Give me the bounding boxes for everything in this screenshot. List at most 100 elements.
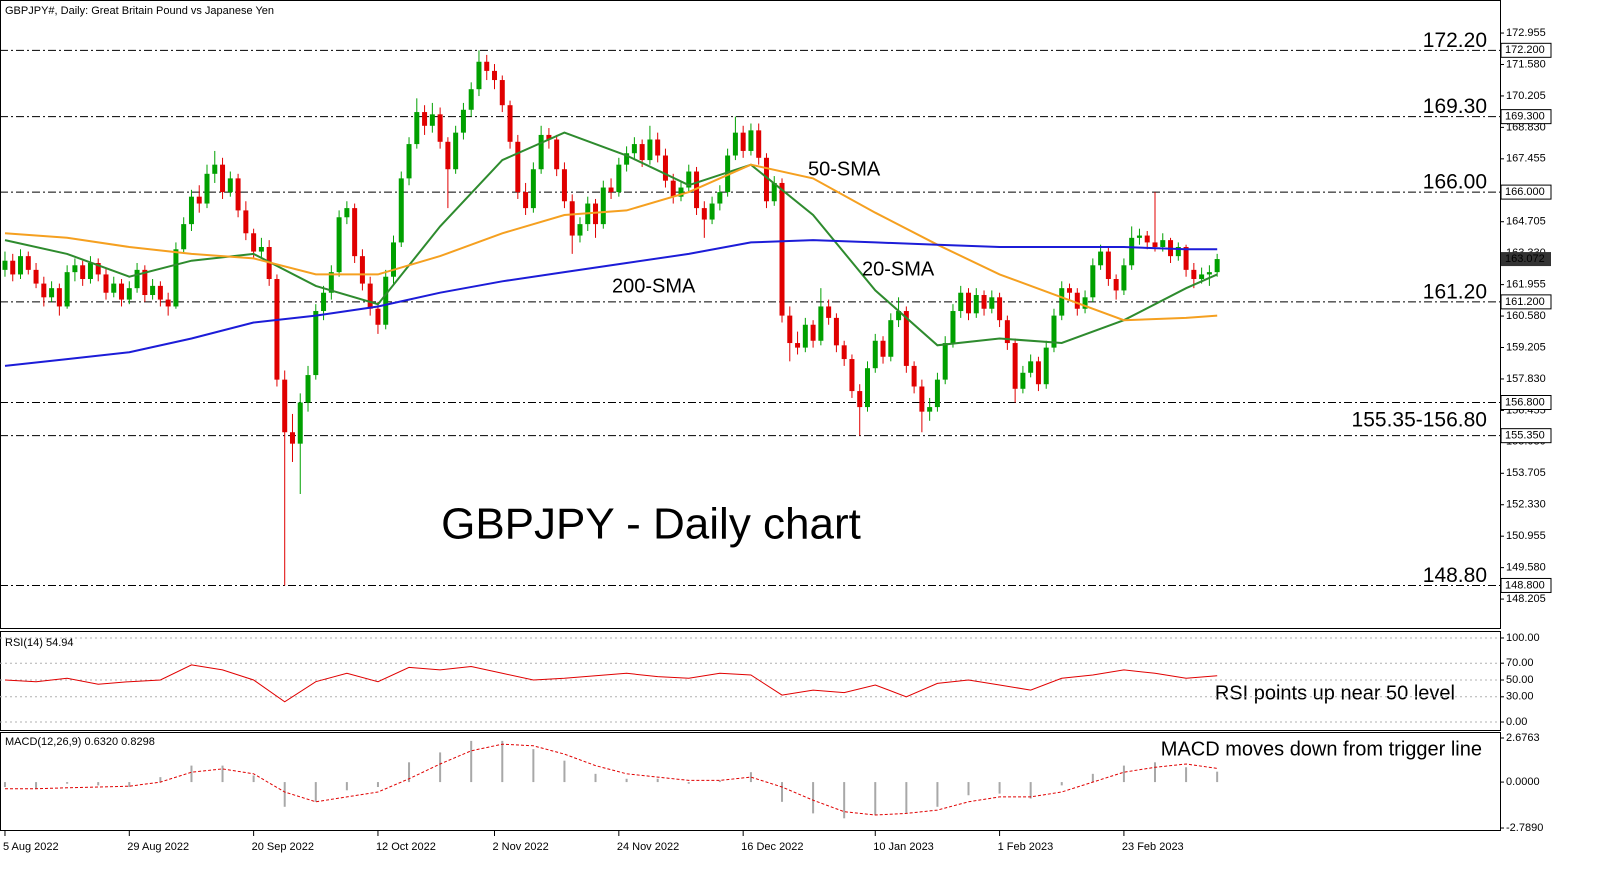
candle-body (1136, 235, 1142, 238)
candle-body (561, 169, 567, 202)
x-tick-label: 10 Jan 2023 (873, 841, 934, 853)
histogram-bar (1153, 762, 1156, 783)
last-price-box (1501, 252, 1551, 267)
candle-body (25, 256, 31, 270)
candle-body (771, 182, 777, 202)
ma-label: 200-SMA (612, 275, 696, 297)
candle-body (336, 217, 342, 273)
level-box (1500, 184, 1552, 200)
candle-body (150, 285, 156, 296)
candle-body (593, 203, 599, 225)
y-tick-label: 2.6763 (1506, 732, 1540, 744)
main-panel (0, 0, 1501, 629)
candle-body (795, 343, 801, 348)
candle-body (375, 308, 381, 325)
candle-body (414, 112, 420, 145)
y-tick-label: 149.580 (1506, 562, 1546, 574)
histogram-bar (470, 740, 473, 783)
level-box (1500, 42, 1552, 58)
y-tick-label: 160.580 (1506, 310, 1546, 322)
candle-body (1152, 242, 1158, 247)
moving-average (4, 163, 1218, 322)
candle-body (857, 391, 863, 408)
candle-body (398, 178, 404, 243)
candle-body (56, 288, 62, 307)
candle-body (624, 153, 630, 165)
candle-body (95, 263, 101, 275)
rsi-title: RSI(14) 54.94 (5, 637, 73, 649)
candle-body (10, 260, 16, 275)
macd-annotation: MACD moves down from trigger line (1161, 738, 1482, 760)
candle-body (678, 187, 684, 197)
candle-body (763, 157, 769, 202)
candle-body (1090, 265, 1096, 298)
level-box (1500, 109, 1552, 125)
histogram-bar (749, 772, 752, 783)
y-tick-label: 50.00 (1506, 674, 1534, 686)
histogram-bar (998, 782, 1001, 794)
candle-body (1082, 297, 1088, 309)
histogram-bar (439, 752, 442, 783)
candle-body (888, 320, 894, 357)
level-box-label: 169.300 (1505, 111, 1545, 123)
candle-body (942, 343, 948, 380)
candle-body (204, 173, 210, 204)
candle-body (709, 203, 715, 220)
level-box (1500, 395, 1552, 411)
y-tick-label: 168.830 (1506, 121, 1546, 133)
candle-body (608, 187, 614, 193)
candle-body (157, 285, 163, 300)
candle-body (181, 224, 187, 250)
candle-body (1199, 274, 1205, 280)
candle-body (639, 144, 645, 161)
candle-body (49, 288, 55, 298)
candle-body (476, 61, 482, 90)
candle-body (1028, 361, 1034, 373)
x-tick-label: 20 Sep 2022 (252, 841, 314, 853)
candle-body (670, 180, 676, 197)
histogram-bar (501, 740, 504, 783)
level-annotation: 169.30 (1423, 95, 1487, 118)
candle-body (787, 315, 793, 344)
candle-body (484, 61, 490, 71)
level-box-label: 148.800 (1505, 579, 1545, 591)
y-tick-label: 161.955 (1506, 279, 1546, 291)
level-box-label: 161.200 (1505, 296, 1545, 308)
candle-body (958, 292, 964, 312)
histogram-bar (625, 778, 628, 783)
candle-body (802, 324, 808, 348)
histogram-bar (874, 782, 877, 816)
candle-body (212, 164, 218, 174)
y-tick-label: 164.705 (1506, 216, 1546, 228)
histogram-bar (190, 765, 193, 783)
candle-body (507, 105, 513, 142)
candle-body (235, 178, 241, 211)
candle-body (468, 89, 474, 110)
level-box-label: 155.350 (1505, 430, 1545, 442)
candle-body (1121, 265, 1127, 291)
y-tick-label: 171.580 (1506, 58, 1546, 70)
histogram-bar (376, 782, 379, 788)
candle-body (577, 224, 583, 236)
candle-body (538, 134, 544, 170)
candle-body (1067, 288, 1073, 293)
histogram-bar (345, 782, 348, 791)
level-annotation: 166.00 (1423, 171, 1487, 194)
candle-body (1059, 288, 1065, 316)
y-tick-label: 148.205 (1506, 593, 1546, 605)
candle-body (227, 178, 233, 193)
histogram-bar (1122, 765, 1125, 783)
candle-body (111, 283, 117, 293)
histogram-bar (1216, 771, 1219, 783)
candle-body (1129, 237, 1135, 266)
histogram-bar (967, 782, 970, 796)
candle-body (72, 265, 78, 273)
histogram-bar (532, 749, 535, 783)
candle-body (383, 276, 389, 325)
candle-body (864, 368, 870, 408)
candle-body (1098, 251, 1104, 266)
y-tick-label: 30.00 (1506, 691, 1534, 703)
candle-body (460, 109, 466, 133)
rsi-annotation: RSI points up near 50 level (1215, 682, 1455, 704)
candle-body (655, 139, 661, 156)
